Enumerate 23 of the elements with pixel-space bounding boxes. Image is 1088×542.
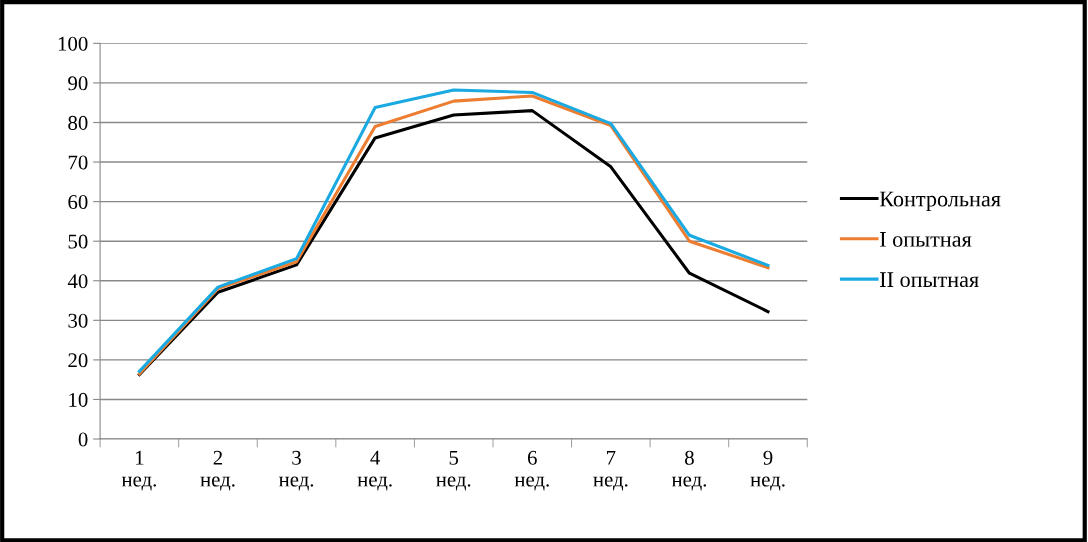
legend-label: Контрольная	[879, 191, 1001, 212]
x-tick-label: 1 нед.	[121, 450, 156, 491]
x-tick-label: 9 нед.	[750, 450, 785, 491]
legend-label: I опытная	[880, 232, 972, 247]
x-tick-label: 3 нед.	[278, 450, 314, 491]
y-tick-label: 90	[68, 76, 88, 91]
x-tick-label: 6 нед.	[514, 450, 549, 491]
y-tick-label: 80	[68, 115, 88, 130]
y-tick-label: 10	[69, 392, 88, 407]
x-tick-label: 8 нед.	[671, 450, 707, 491]
y-tick-label: 40	[67, 274, 88, 289]
y-tick-label: 70	[68, 155, 88, 170]
x-tick-label: 7 нед.	[593, 450, 628, 491]
x-tick-label: 4 нед.	[357, 450, 392, 491]
x-tick-label: 2 нед.	[200, 450, 235, 491]
y-tick-label: 30	[68, 313, 88, 328]
y-tick-label: 100	[58, 36, 88, 51]
x-tick-label: 5 нед.	[436, 450, 471, 491]
y-tick-label: 60	[68, 195, 88, 210]
y-tick-label: 20	[68, 353, 88, 368]
y-tick-label: 50	[68, 234, 88, 249]
legend-label: II опытная	[880, 272, 979, 288]
y-tick-label: 0	[78, 432, 88, 447]
